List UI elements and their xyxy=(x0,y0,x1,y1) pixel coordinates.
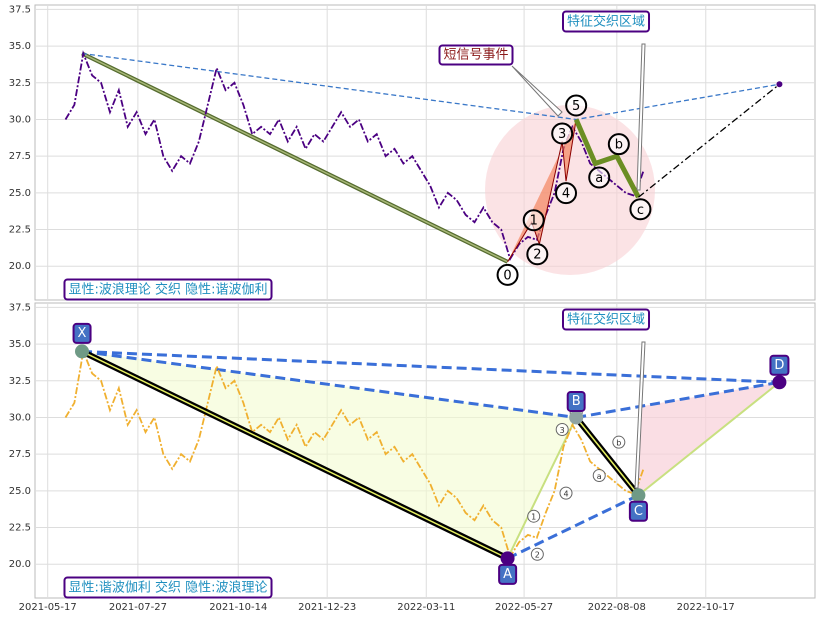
x-tick-label: 2021-05-17 xyxy=(19,602,77,613)
x-tick-label: 2021-12-23 xyxy=(298,602,356,613)
zone-label-box xyxy=(561,308,651,331)
wave-label: b xyxy=(616,439,621,448)
wave-label: 5 xyxy=(572,99,580,114)
projection-line xyxy=(638,83,780,198)
y-tick-label: 30.0 xyxy=(9,412,31,423)
wave-label: 3 xyxy=(558,127,566,142)
wave-marker xyxy=(592,469,606,483)
panel-caption: 显性:谐波伽利 交织 隐性:波浪理论 xyxy=(68,580,267,596)
panel-caption: 显性:波浪理论 交织 隐性:谐波伽利 xyxy=(68,282,267,298)
wave-label: a xyxy=(595,171,603,186)
wave-marker xyxy=(612,435,626,449)
dashed-line xyxy=(81,349,780,384)
zone-label: 特征交织区域 xyxy=(567,14,645,30)
harmonic-leg-core xyxy=(81,350,508,560)
wave-marker xyxy=(607,133,630,156)
wave-marker xyxy=(551,122,574,145)
y-tick-label: 37.5 xyxy=(9,4,31,15)
y-tick-label: 27.5 xyxy=(9,449,31,460)
event-label: 短信号事件 xyxy=(443,48,508,63)
harmonic-point xyxy=(75,344,90,359)
wave-marker xyxy=(522,209,545,232)
wave-marker xyxy=(555,422,569,436)
wave-marker xyxy=(629,198,652,221)
wave-marker xyxy=(527,509,541,523)
wave-marker xyxy=(559,486,573,500)
zone-label-box xyxy=(561,10,651,33)
wave-marker xyxy=(530,547,544,561)
correction-wave xyxy=(573,118,641,199)
y-tick-label: 30.0 xyxy=(9,114,31,125)
wave-label: 0 xyxy=(503,268,511,283)
y-tick-label: 22.5 xyxy=(9,523,31,534)
wave-label: 1 xyxy=(531,513,536,522)
y-tick-label: 32.5 xyxy=(9,376,31,387)
dashed-line xyxy=(506,493,640,560)
wave-label: 3 xyxy=(560,426,565,435)
y-tick-label: 32.5 xyxy=(9,78,31,89)
wave-marker xyxy=(526,243,549,266)
y-tick-label: 20.0 xyxy=(9,559,31,570)
harmonic-label-box xyxy=(769,354,790,376)
harmonic-label-box xyxy=(628,500,648,522)
y-tick-label: 20.0 xyxy=(9,261,31,272)
wave-label: a xyxy=(597,472,602,481)
x-tick-label: 2022-08-08 xyxy=(588,602,646,613)
y-tick-label: 22.5 xyxy=(9,225,31,236)
wave-label: 1 xyxy=(530,214,538,229)
y-tick-label: 35.0 xyxy=(9,41,31,52)
harmonic-point xyxy=(772,375,787,390)
x-tick-label: 2021-07-27 xyxy=(109,602,167,613)
zone-label: 特征交织区域 xyxy=(567,312,645,328)
harmonic-label-box xyxy=(566,390,586,412)
wave-label: 2 xyxy=(533,248,541,263)
arrow xyxy=(636,43,646,191)
y-tick-label: 25.0 xyxy=(9,188,31,199)
y-tick-label: 25.0 xyxy=(9,486,31,497)
y-tick-label: 27.5 xyxy=(9,151,31,162)
wave-marker xyxy=(588,166,611,189)
arrow xyxy=(634,341,646,489)
wave-label: 2 xyxy=(535,551,540,560)
event-label-box xyxy=(438,44,514,66)
wave-label: b xyxy=(615,138,623,153)
wave-marker xyxy=(555,182,578,205)
wave-label: 4 xyxy=(563,490,568,499)
dashed-line xyxy=(81,349,577,419)
price-line xyxy=(64,348,645,560)
wave-label: c xyxy=(637,203,644,218)
harmonic-leg-core xyxy=(575,417,640,496)
panel-caption-box xyxy=(63,278,273,301)
harmonic-label: C xyxy=(634,504,643,519)
harmonic-label: X xyxy=(78,326,87,341)
wave-marker xyxy=(496,263,519,286)
y-tick-label: 37.5 xyxy=(9,302,31,313)
harmonic-label: D xyxy=(774,358,784,373)
harmonic-label-box xyxy=(72,322,92,344)
x-tick-label: 2022-03-11 xyxy=(397,602,455,613)
harmonic-label-box xyxy=(498,563,518,585)
x-tick-label: 2022-10-17 xyxy=(677,602,735,613)
point-marker xyxy=(776,81,783,88)
harmonic-point xyxy=(569,410,584,425)
x-tick-label: 2021-10-14 xyxy=(209,602,267,613)
panel-frame xyxy=(34,4,816,301)
trend-line-core xyxy=(81,52,508,263)
y-tick-label: 35.0 xyxy=(9,339,31,350)
arrow xyxy=(511,65,563,117)
x-tick-label: 2022-05-27 xyxy=(495,602,553,613)
harmonic-point xyxy=(631,488,646,503)
harmonic-label: B xyxy=(572,394,581,409)
harmonic-label: A xyxy=(503,567,512,582)
harmonic-point xyxy=(500,551,515,566)
wave-marker xyxy=(565,94,588,117)
dashed-line xyxy=(575,380,780,419)
panel-caption-box xyxy=(63,576,273,599)
harmonic-leg xyxy=(637,381,781,497)
wave-label: 4 xyxy=(562,187,570,202)
